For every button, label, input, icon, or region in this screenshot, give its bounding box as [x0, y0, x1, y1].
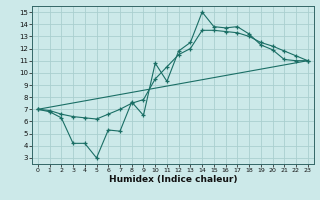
- X-axis label: Humidex (Indice chaleur): Humidex (Indice chaleur): [108, 175, 237, 184]
